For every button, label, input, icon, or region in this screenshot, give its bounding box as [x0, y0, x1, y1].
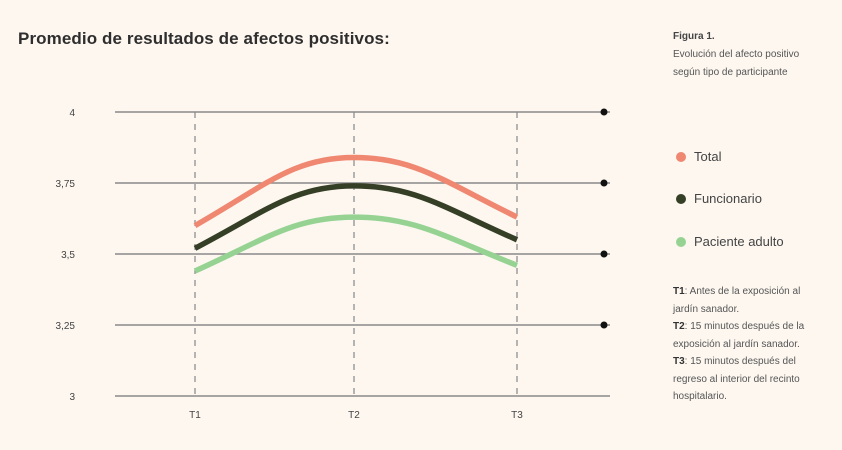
note-t1: T1: Antes de la exposición al jardín san…: [673, 283, 823, 318]
y-tick-label: 3,5: [61, 250, 75, 261]
legend-item-funcionario: Funcionario: [676, 191, 762, 206]
figure-caption-text: Evolución del afecto positivo según tipo…: [673, 49, 800, 78]
note-t3: T3: 15 minutos después del regreso al in…: [673, 353, 823, 406]
legend-item-paciente-adulto: Paciente adulto: [676, 234, 784, 249]
legend-item-total: Total: [676, 149, 721, 164]
gridline-end-dot: [600, 321, 608, 329]
series-line-total: [193, 154, 519, 228]
legend-marker: [676, 236, 686, 247]
note-text: : 15 minutos después del regreso al inte…: [673, 356, 800, 402]
gridline-end-dot: [600, 108, 608, 116]
time-point-notes: T1: Antes de la exposición al jardín san…: [673, 283, 823, 406]
gridline-end-dot: [600, 179, 608, 187]
note-key: T1: [673, 286, 685, 297]
legend-label: Total: [694, 149, 722, 164]
series-line-funcionario: [193, 183, 519, 251]
legend-marker: [676, 151, 686, 162]
y-tick-label: 3: [69, 392, 75, 403]
gridline-end-dot: [600, 250, 608, 258]
note-text: : 15 minutos después de la exposición al…: [673, 321, 805, 350]
legend-label: Paciente adulto: [694, 234, 784, 249]
note-text: : Antes de la exposición al jardín sanad…: [673, 286, 801, 315]
note-t2: T2: 15 minutos después de la exposición …: [673, 318, 823, 353]
note-key: T2: [673, 321, 685, 332]
y-tick-label: 3,25: [56, 321, 76, 332]
y-tick-label: 3,75: [56, 179, 76, 190]
figure-caption: Figura 1. Evolución del afecto positivo …: [673, 28, 823, 82]
legend-label: Funcionario: [694, 191, 762, 206]
x-tick-label: T2: [348, 410, 360, 421]
figure-label: Figura 1.: [673, 31, 715, 42]
y-tick-label: 4: [69, 108, 75, 119]
note-key: T3: [673, 356, 685, 367]
x-tick-label: T1: [189, 410, 201, 421]
legend-marker: [676, 193, 686, 204]
series-line-paciente-adulto: [193, 214, 519, 274]
x-tick-label: T3: [511, 410, 523, 421]
chart-title: Promedio de resultados de afectos positi…: [18, 29, 390, 48]
